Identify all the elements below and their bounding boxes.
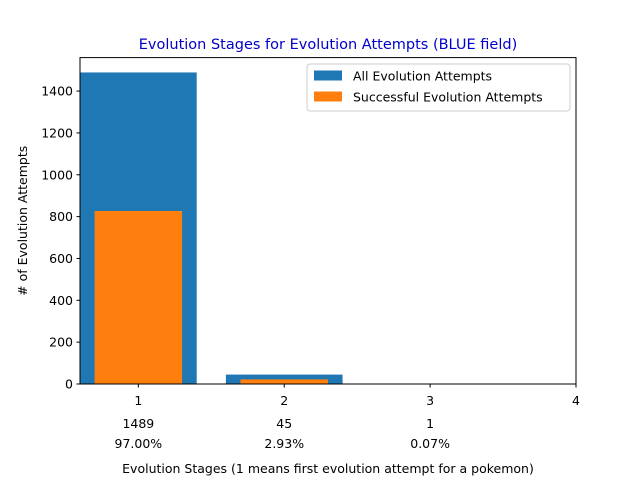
bars-layer <box>80 72 489 384</box>
annotation-count: 1489 <box>122 416 154 431</box>
y-tick-label: 0 <box>65 377 73 392</box>
plot-frame <box>79 57 577 385</box>
y-tick-label: 400 <box>49 293 73 308</box>
y-tick-label: 200 <box>49 335 73 350</box>
annotation-percent: 2.93% <box>264 436 304 451</box>
annotation-percent: 97.00% <box>115 436 163 451</box>
legend-swatch-all-attempts <box>314 70 342 81</box>
bar-series-0-stage-2 <box>225 374 343 384</box>
bar-series-1-stage-2 <box>240 379 328 384</box>
legend-label-successful-attempts: Successful Evolution Attempts <box>353 90 543 105</box>
y-tick-label: 600 <box>49 251 73 266</box>
x-tick-label: 3 <box>426 393 434 408</box>
y-tick-label: 800 <box>49 209 73 224</box>
x-axis-label: Evolution Stages (1 means first evolutio… <box>122 461 534 476</box>
bar-series-1-stage-1 <box>94 210 183 384</box>
annotation-count: 45 <box>276 416 292 431</box>
y-tick-label: 1200 <box>41 125 73 140</box>
legend: All Evolution Attempts Successful Evolut… <box>306 63 571 112</box>
bar-annotations: 1489 97.00% 45 2.93% 1 0.07% <box>115 416 451 451</box>
legend-swatch-successful-attempts <box>314 91 342 102</box>
legend-label-all-attempts: All Evolution Attempts <box>353 69 492 84</box>
legend-frame <box>306 63 571 112</box>
x-axis: 1 2 3 4 <box>134 384 580 408</box>
x-tick-label: 2 <box>280 393 288 408</box>
x-tick-label: 1 <box>134 393 142 408</box>
y-tick-label: 1000 <box>41 167 73 182</box>
y-tick-label: 1400 <box>41 84 73 99</box>
chart-title: Evolution Stages for Evolution Attempts … <box>139 37 517 53</box>
y-axis-label: # of Evolution Attempts <box>15 146 30 296</box>
y-axis: 0 200 400 600 800 1000 1200 1400 <box>41 84 80 392</box>
x-tick-label: 4 <box>572 393 580 408</box>
annotation-count: 1 <box>426 416 434 431</box>
annotation-percent: 0.07% <box>410 436 450 451</box>
